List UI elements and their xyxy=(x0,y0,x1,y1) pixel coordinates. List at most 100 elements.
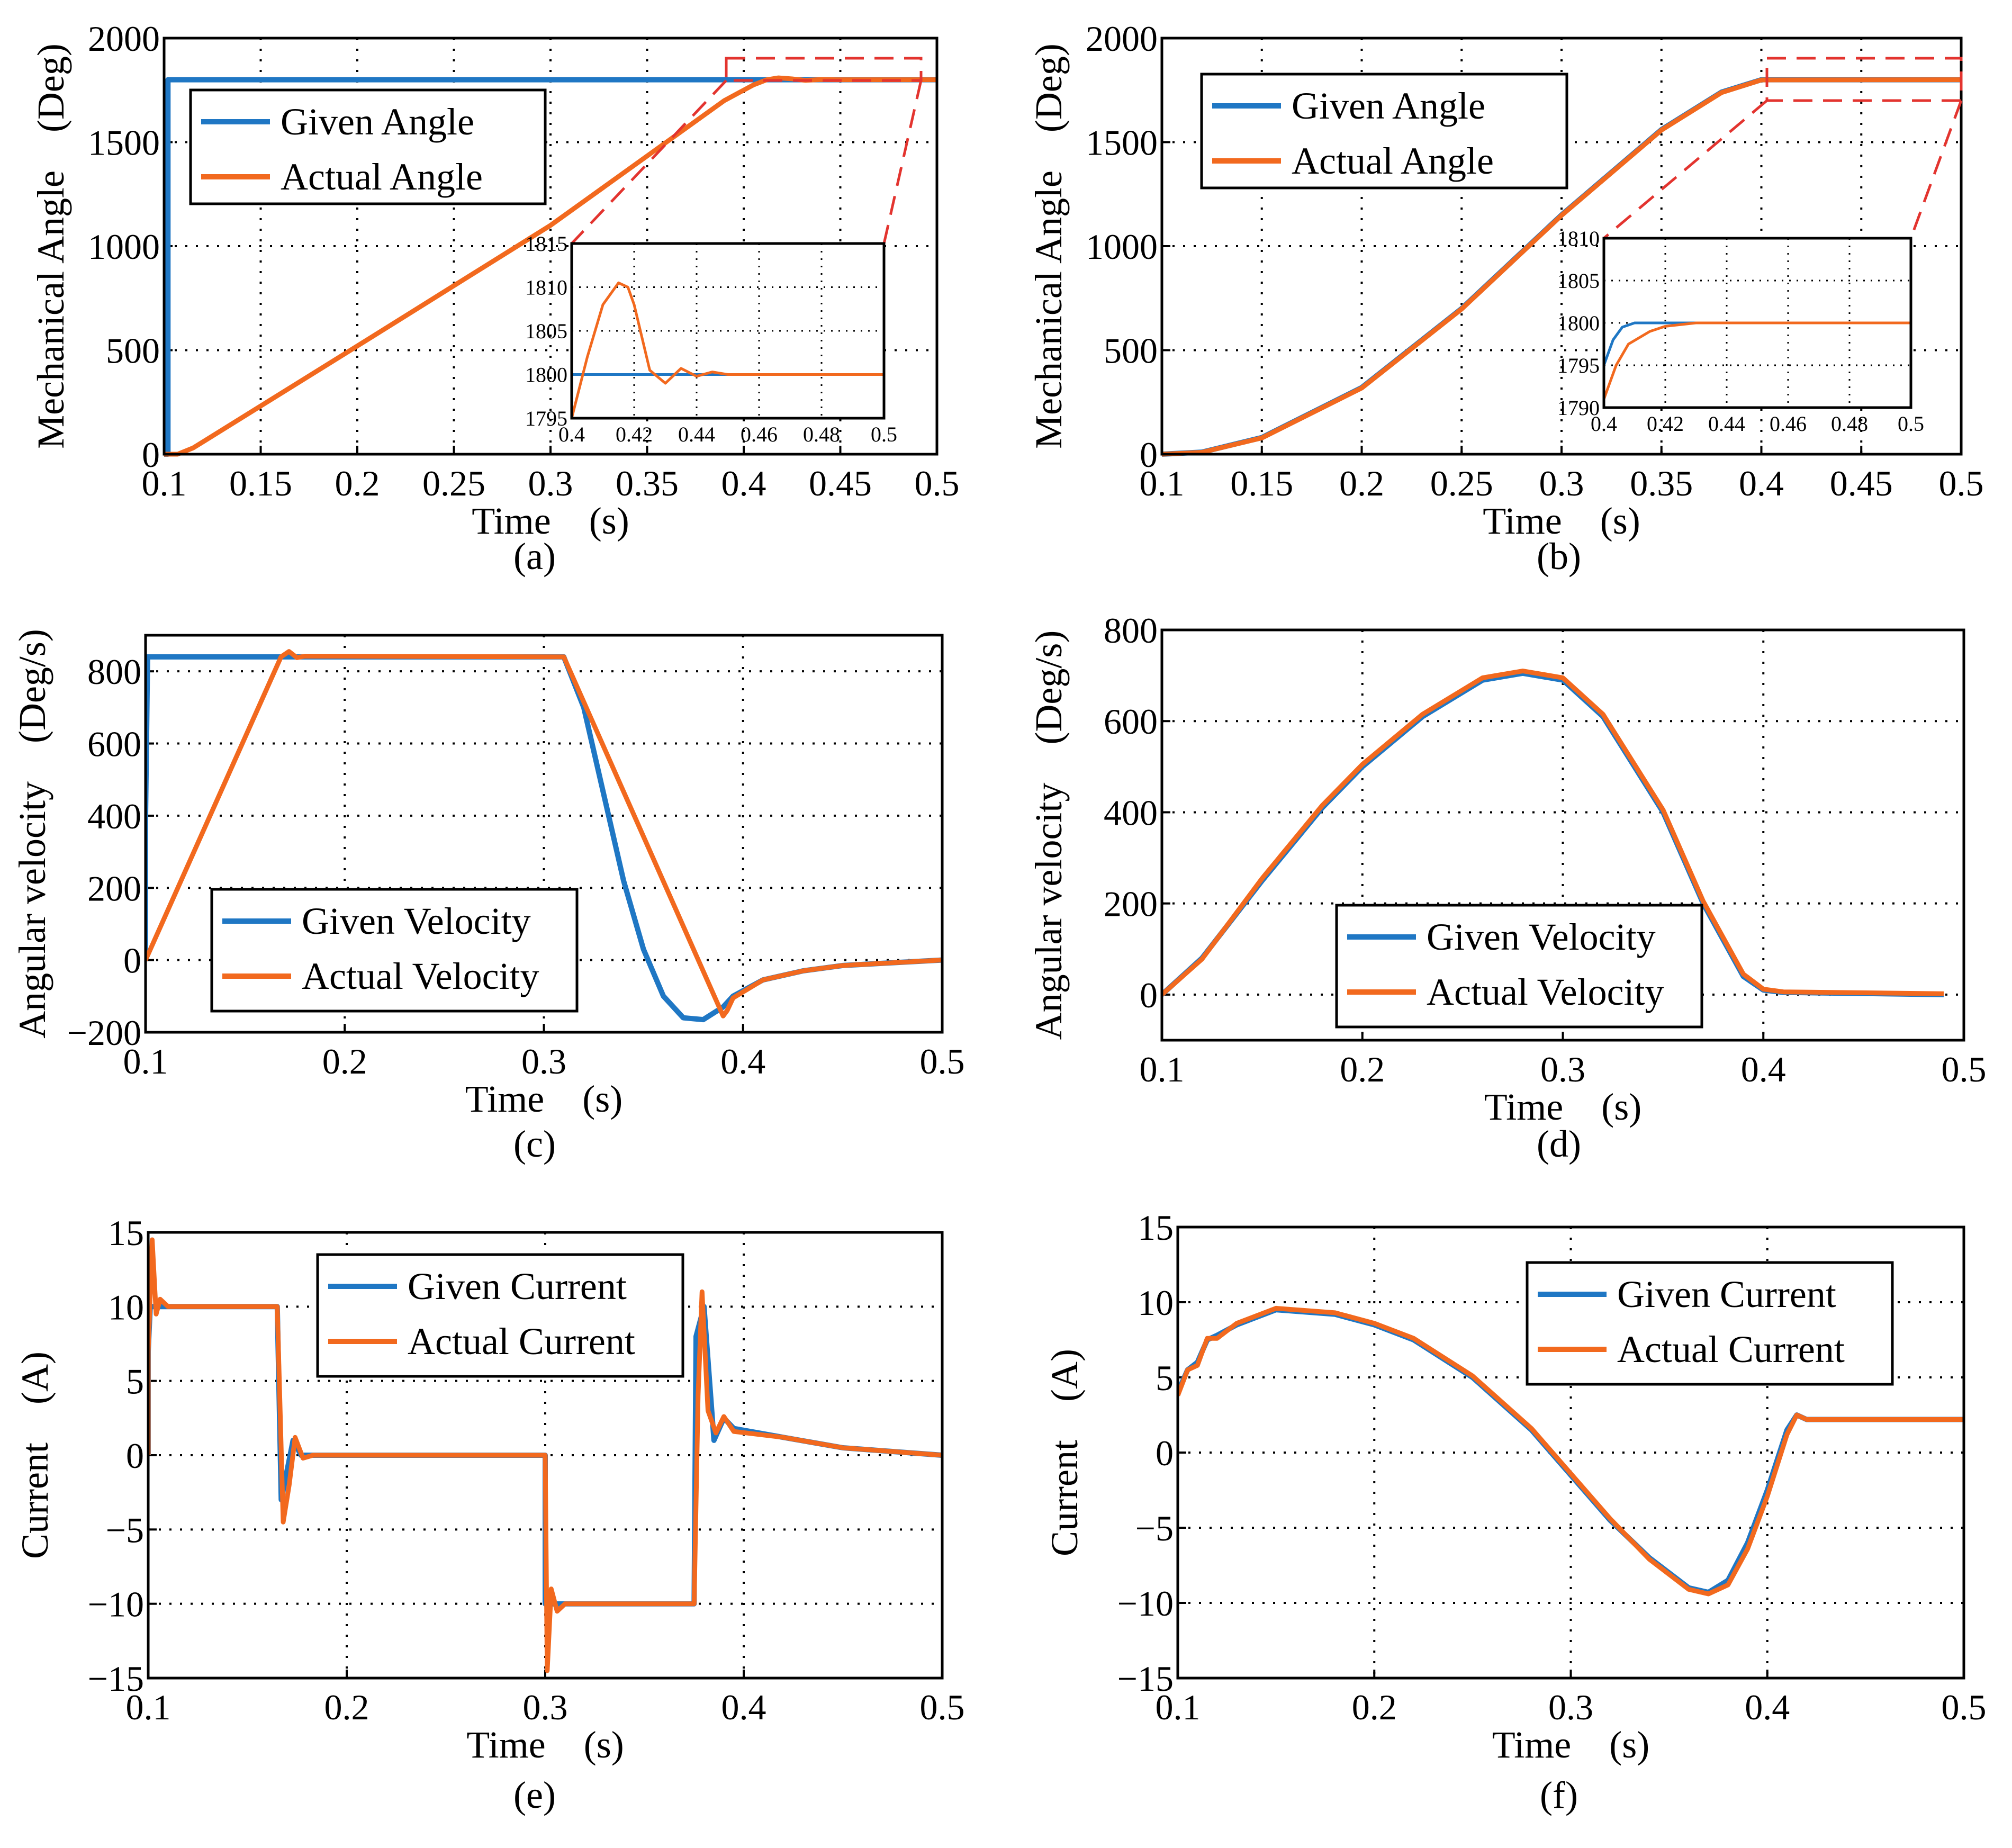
inset-y-tick-label: 1805 xyxy=(525,319,567,343)
inset-y-tick-label: 1815 xyxy=(525,232,567,256)
y-tick-label: 10 xyxy=(108,1287,144,1327)
x-tick-label: 0.1 xyxy=(126,1687,171,1727)
legend-label: Given Current xyxy=(1617,1273,1836,1315)
x-tick-label: 0.5 xyxy=(1939,463,1984,503)
legend-label: Actual Angle xyxy=(281,156,483,198)
y-tick-label: 500 xyxy=(1104,331,1158,371)
y-axis-label: Angular velocity (Deg/s) xyxy=(1027,630,1070,1040)
actual-series-line xyxy=(164,75,937,457)
inset-y-tick-label: 1800 xyxy=(525,363,567,387)
y-tick-label: −5 xyxy=(1135,1508,1174,1548)
x-tick-label: 0.25 xyxy=(1430,463,1493,503)
legend-box xyxy=(1335,904,1703,1029)
inset-y-tick-label: 1805 xyxy=(1557,269,1600,293)
y-tick-label: 0 xyxy=(123,941,141,981)
y-tick-label: 1000 xyxy=(1086,227,1158,267)
inset-border xyxy=(570,242,886,420)
x-tick-label: 0.5 xyxy=(1942,1687,1987,1727)
plot-frame xyxy=(1160,37,1963,456)
inset-y-tick-label: 1795 xyxy=(1557,354,1600,377)
y-tick-label: 10 xyxy=(1138,1283,1174,1323)
x-tick-label: 0.4 xyxy=(1741,1049,1786,1089)
actual-series-line xyxy=(1162,669,1944,997)
legend-label: Actual Velocity xyxy=(302,955,539,997)
x-tick-label: 0.3 xyxy=(521,1041,566,1081)
x-tick-label: 0.5 xyxy=(920,1687,965,1727)
x-tick-label: 0.45 xyxy=(1830,463,1893,503)
x-tick-label: 0.4 xyxy=(1739,463,1784,503)
legend-box xyxy=(1526,1261,1894,1386)
chart-d: 0.1 0.2 0.3 0.4 0.5 0 200 400 600 800 Time (s) Angu… xyxy=(1027,610,1987,1165)
x-tick-label: 0.15 xyxy=(1230,463,1293,503)
inset-x-tick-label: 0.46 xyxy=(1770,412,1807,436)
legend: Given Angle Actual Angle xyxy=(1200,73,1568,190)
actual-series-line xyxy=(1178,1305,1964,1597)
inset-actual-series-line xyxy=(1604,321,1911,400)
y-tick-label: 400 xyxy=(87,796,141,836)
x-tick-label: 0.3 xyxy=(523,1687,568,1727)
inset-a: 0.4 0.42 0.44 0.46 0.48 0.5 1795 1800 1805 1810 18… xyxy=(525,232,897,446)
legend: Given Velocity Actual Velocity xyxy=(210,888,579,1013)
y-tick-label: 800 xyxy=(1104,610,1158,651)
chart-e: 0.1 0.2 0.3 0.4 0.5 −15 −10 −5 0 5 10 15 Time (s) Cur… xyxy=(14,1213,965,1816)
x-tick-label: 0.3 xyxy=(1539,463,1584,503)
inset-x-tick-label: 0.44 xyxy=(1708,412,1745,436)
zoom-connector xyxy=(1909,100,1963,239)
y-tick-label: −15 xyxy=(1117,1658,1174,1699)
y-tick-label: 0 xyxy=(126,1436,144,1476)
x-tick-label: 0.5 xyxy=(920,1041,965,1081)
y-tick-label: 400 xyxy=(1104,792,1158,833)
y-tick-label: 5 xyxy=(1156,1358,1174,1398)
y-axis-label: Mechanical Angle (Deg) xyxy=(1027,43,1070,449)
legend-box xyxy=(316,1253,684,1378)
x-tick-label: 0.1 xyxy=(1156,1687,1201,1727)
x-tick-label: 0.4 xyxy=(720,1041,765,1081)
y-tick-label: 800 xyxy=(87,652,141,692)
y-tick-label: 1500 xyxy=(1086,123,1158,163)
x-tick-label: 0.25 xyxy=(422,463,485,503)
legend-label: Actual Velocity xyxy=(1427,971,1664,1013)
y-tick-label: −10 xyxy=(1117,1583,1174,1624)
panel-caption: (b) xyxy=(1537,535,1581,578)
legend-box xyxy=(189,88,547,205)
inset-x-tick-label: 0.4 xyxy=(1591,412,1617,436)
legend: Given Current Actual Current xyxy=(1526,1261,1894,1386)
legend-label: Given Velocity xyxy=(1427,916,1656,958)
legend: Given Current Actual Current xyxy=(316,1253,684,1378)
legend-label: Given Angle xyxy=(1292,85,1485,127)
actual-series-line xyxy=(148,1237,942,1673)
x-tick-label: 0.4 xyxy=(721,1687,766,1727)
y-tick-label: −15 xyxy=(88,1658,144,1699)
inset-y-tick-label: 1800 xyxy=(1557,311,1600,335)
plot-frame xyxy=(163,37,939,456)
legend-label: Given Angle xyxy=(281,101,474,143)
panel-caption: (f) xyxy=(1540,1774,1578,1816)
y-tick-label: 0 xyxy=(1140,975,1158,1015)
y-tick-label: 600 xyxy=(1104,701,1158,742)
x-tick-label: 0.2 xyxy=(1340,1049,1385,1089)
x-tick-label: 0.35 xyxy=(1630,463,1693,503)
legend-box xyxy=(1200,73,1568,190)
x-tick-label: 0.35 xyxy=(616,463,679,503)
inset-x-tick-label: 0.42 xyxy=(616,422,653,446)
y-axis-label: Current (A) xyxy=(14,1351,56,1559)
inset-x-tick-label: 0.5 xyxy=(871,422,897,446)
legend-label: Actual Angle xyxy=(1292,140,1494,182)
x-tick-label: 0.15 xyxy=(229,463,292,503)
panel-caption: (a) xyxy=(513,535,556,578)
x-tick-label: 0.2 xyxy=(1339,463,1384,503)
chart-b: 0.1 0.15 0.2 0.25 0.3 0.35 0.4 0.45 0.5 0 500 1000 1… xyxy=(1027,19,1984,578)
zoom-region xyxy=(1765,57,1963,102)
x-tick-label: 0.5 xyxy=(915,463,960,503)
y-tick-label: −10 xyxy=(88,1584,144,1625)
y-tick-label: −5 xyxy=(106,1510,144,1550)
legend-box xyxy=(210,888,579,1013)
y-tick-label: 2000 xyxy=(1086,19,1158,59)
inset-b: 0.4 0.42 0.44 0.46 0.48 0.5 1790 1795 1800 1805 18… xyxy=(1557,227,1924,436)
y-tick-label: 500 xyxy=(106,331,160,371)
x-tick-label: 0.1 xyxy=(1140,463,1185,503)
plot-frame xyxy=(1160,628,1965,1042)
y-tick-label: 0 xyxy=(142,435,160,475)
x-tick-label: 0.2 xyxy=(335,463,380,503)
